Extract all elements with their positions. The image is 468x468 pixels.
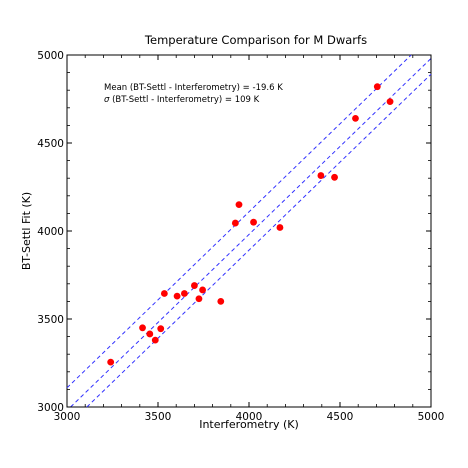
y-axis-ticks: 3000 3500 4000 4500 5000 (37, 50, 431, 414)
sigma-annotation: σ (BT-Settl - Interferometry) = 109 K (104, 95, 260, 105)
plot-area: 3000 3500 4000 4500 5000 3000 3500 4000 4500 500… (37, 50, 444, 423)
plot-frame (66, 54, 432, 408)
data-points (107, 83, 394, 366)
y-tick-label: 4000 (37, 226, 64, 238)
data-point-20 (386, 98, 394, 106)
data-point-6 (173, 292, 181, 300)
reference-line-0 (66, 54, 412, 389)
data-point-10 (199, 286, 206, 294)
x-axis-ticks: 3000 3500 4000 4500 5000 (54, 55, 445, 423)
data-point-5 (160, 290, 168, 297)
data-point-12 (231, 219, 239, 227)
data-point-15 (276, 224, 284, 231)
y-axis-label: BT-Settl Fit (K) (20, 192, 33, 270)
data-point-3 (151, 336, 159, 344)
data-point-2 (146, 330, 154, 338)
sigma-symbol: σ (104, 95, 110, 105)
data-point-7 (180, 290, 188, 297)
data-point-4 (157, 325, 165, 333)
data-point-9 (195, 295, 203, 303)
y-tick-label: 5000 (37, 50, 64, 62)
data-point-11 (217, 298, 225, 305)
data-point-14 (250, 218, 257, 226)
y-tick-label: 4500 (37, 138, 64, 150)
data-point-18 (352, 114, 359, 122)
reference-lines (66, 54, 432, 408)
x-tick-label: 3500 (145, 411, 172, 423)
reference-line-1 (70, 58, 432, 408)
mean-annotation: Mean (BT-Settl - Interferometry) = -19.6… (104, 83, 283, 93)
data-point-1 (139, 324, 146, 332)
y-tick-label: 3500 (37, 314, 64, 326)
data-point-19 (373, 83, 381, 91)
reference-line-2 (86, 73, 432, 408)
chart-title: Temperature Comparison for M Dwarfs (144, 33, 367, 47)
data-point-8 (191, 282, 198, 289)
data-point-17 (331, 173, 338, 181)
data-point-0 (107, 358, 115, 366)
x-tick-label: 3000 (54, 411, 81, 423)
x-axis-label: Interferometry (K) (199, 418, 299, 431)
y-tick-label: 3000 (37, 402, 64, 414)
x-tick-label: 4000 (236, 411, 263, 423)
sigma-annotation-text: (BT-Settl - Interferometry) = 109 K (109, 95, 259, 105)
data-point-13 (235, 201, 243, 209)
data-point-16 (317, 172, 325, 179)
x-tick-label: 5000 (418, 411, 445, 423)
x-tick-label: 4500 (327, 411, 354, 423)
